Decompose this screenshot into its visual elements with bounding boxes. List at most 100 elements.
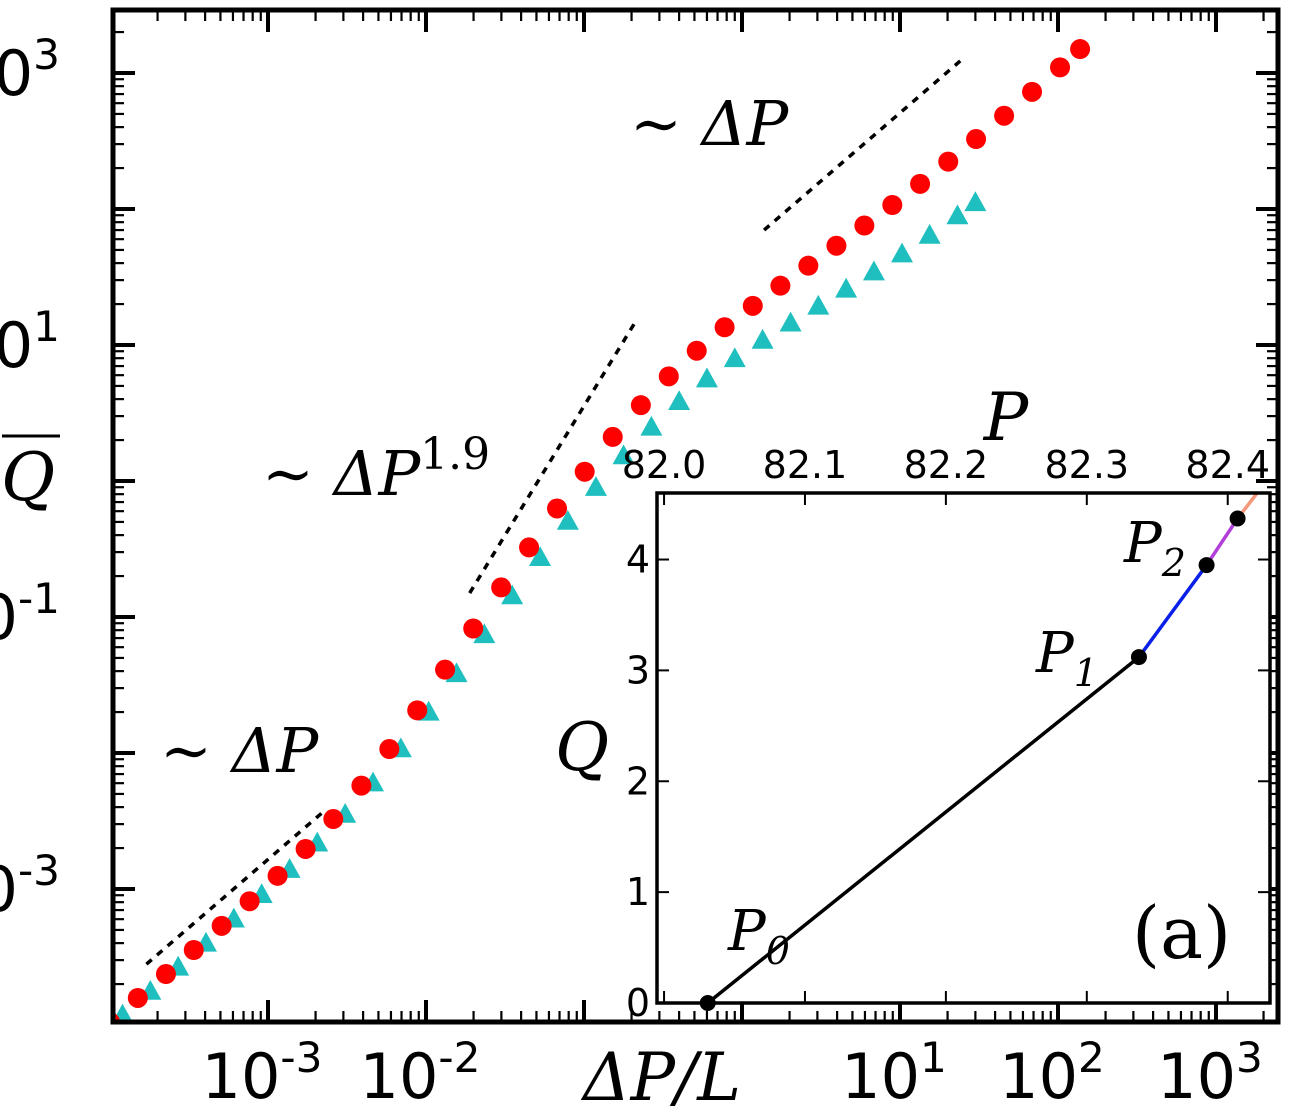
inset-background — [657, 493, 1270, 1003]
triangle-point-30 — [918, 223, 941, 244]
y-tick-label-1-base: 10 — [0, 37, 33, 110]
x-tick-label-3-exp: 1 — [920, 1033, 947, 1082]
circle-point-10 — [351, 775, 372, 796]
slope-annotation-prefix: ∼ — [630, 87, 702, 160]
inset-x-tick-label-3: 82.2 — [904, 443, 989, 487]
circle-point-24 — [742, 295, 763, 316]
inset-segments — [706, 493, 1260, 1003]
guide-line-2 — [468, 320, 638, 594]
triangle-point-16 — [529, 546, 552, 567]
slope-annotation-2: ∼ ΔP1.9 — [262, 429, 490, 510]
inset-segment-3 — [1205, 517, 1240, 567]
circle-point-15 — [491, 577, 512, 598]
x-tick-label-2: 10-2 — [360, 1033, 481, 1109]
inset-segment-4 — [1236, 493, 1260, 520]
main-axes — [110, 7, 1281, 1025]
inset-point-2 — [1130, 649, 1147, 666]
y-tick-label-4-base: 10 — [0, 853, 18, 926]
x-tick-label-4: 102 — [999, 1033, 1105, 1109]
x-tick-label-3-base: 10 — [841, 1040, 920, 1109]
circle-point-35 — [1050, 57, 1071, 78]
x-tick-label-4-exp: 2 — [1078, 1033, 1105, 1082]
triangle-point-26 — [807, 294, 830, 315]
triangle-point-24 — [751, 328, 774, 349]
inset-y-axis-label: Q — [555, 709, 609, 786]
circle-point-32 — [966, 129, 987, 150]
y-tick-label-4-exp: -3 — [18, 846, 60, 895]
circle-point-26 — [798, 255, 819, 276]
slope-annotation-base: ΔP — [230, 714, 320, 787]
x-tick-label-3: 101 — [841, 1033, 947, 1109]
guide-line-1 — [145, 812, 323, 966]
triangle-point-31 — [946, 204, 969, 225]
y-axis-label: Q — [1, 439, 55, 516]
x-tick-label-1-base: 10 — [202, 1040, 281, 1109]
x-tick-label-1-exp: -3 — [280, 1033, 322, 1082]
triangle-point-19 — [612, 444, 635, 465]
triangle-point-22 — [695, 367, 718, 388]
y-tick-label-2: 101 — [0, 302, 60, 382]
triangle-point-14 — [473, 623, 496, 644]
circle-point-2 — [127, 987, 148, 1008]
inset-point-label-base: P — [1123, 511, 1163, 576]
circle-point-19 — [602, 426, 623, 447]
x-tick-label-2-base: 10 — [360, 1040, 439, 1109]
inset-y-tick-label-5: 4 — [626, 538, 650, 582]
circle-point-20 — [630, 395, 651, 416]
inset-y-tick-label-4: 3 — [626, 648, 650, 692]
triangle-point-15 — [501, 584, 524, 605]
triangle-point-25 — [779, 311, 802, 332]
guide-line-3 — [762, 57, 965, 232]
circle-point-8 — [295, 838, 316, 859]
circle-point-29 — [882, 195, 903, 216]
inset-x-tick-label-4: 82.3 — [1044, 443, 1129, 487]
inset-x-tick-label-1: 82.0 — [622, 443, 707, 487]
inset-x-tick-label-5: 82.4 — [1185, 443, 1270, 487]
circle-point-28 — [854, 215, 875, 236]
inset-point-label-base: P — [727, 899, 767, 964]
inset-x-tick-label-2: 82.1 — [763, 443, 848, 487]
circle-point-9 — [323, 809, 344, 830]
circle-point-22 — [686, 340, 707, 361]
triangle-point-18 — [584, 476, 607, 496]
x-axis-label: ΔP/L — [580, 1039, 741, 1109]
inset-point-label-sub: 2 — [1161, 541, 1186, 585]
circle-point-12 — [407, 700, 428, 721]
slope-annotation-1: ∼ ΔP — [160, 714, 319, 787]
circle-point-16 — [519, 537, 540, 558]
inset-frame — [655, 491, 1272, 1005]
slope-annotation-prefix: ∼ — [262, 437, 334, 510]
main-labels: 10-310-210110210310310110-110-3ΔP/LQ∼ ΔP… — [0, 30, 1263, 1109]
circle-point-3 — [155, 964, 176, 985]
circle-point-23 — [714, 317, 735, 338]
inset-y-tick-label-3: 2 — [626, 759, 650, 803]
x-tick-label-1: 10-3 — [202, 1033, 323, 1109]
circle-point-34 — [1022, 81, 1043, 102]
circle-point-7 — [267, 865, 288, 886]
inset-point-1 — [699, 995, 716, 1011]
inset-point-label-sub: 1 — [1074, 651, 1098, 695]
y-tick-label-3-base: 10 — [0, 581, 18, 654]
slope-annotation-exp: 1.9 — [420, 429, 490, 480]
circle-point-36 — [1070, 39, 1091, 60]
panel-label: (a) — [1132, 891, 1231, 975]
triangle-point-27 — [835, 277, 858, 298]
circle-point-31 — [938, 151, 959, 172]
main-data-layer — [113, 39, 1091, 1022]
inset-segment-1 — [706, 655, 1141, 1003]
y-tick-label-2-exp: 1 — [33, 302, 60, 351]
y-tick-label-1: 103 — [0, 30, 60, 110]
triangle-point-21 — [668, 390, 691, 411]
slope-annotation-base: ΔP — [332, 437, 422, 510]
circle-point-13 — [435, 659, 456, 680]
triangle-point-32 — [964, 191, 987, 212]
circle-point-30 — [910, 173, 931, 194]
circle-point-33 — [994, 105, 1015, 126]
inset-point-label-1: P0 — [727, 899, 790, 973]
inset-segment-2 — [1137, 564, 1208, 659]
inset-point-label-sub: 0 — [766, 929, 790, 973]
slope-annotation-base: ΔP — [700, 87, 790, 160]
triangle-point-20 — [640, 415, 663, 436]
y-tick-label-1-exp: 3 — [33, 30, 60, 79]
